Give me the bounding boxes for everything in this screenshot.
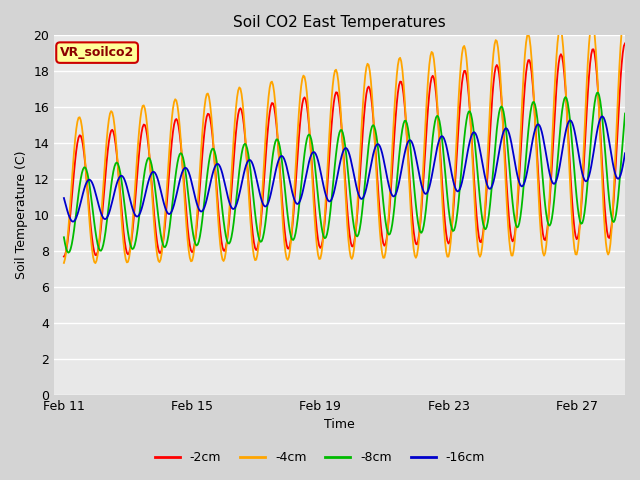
X-axis label: Time: Time [324,419,355,432]
-16cm [69,219,77,225]
-8cm [594,90,602,96]
-16cm [621,150,629,156]
-4cm [609,210,616,216]
-2cm [607,224,615,229]
-4cm [521,52,529,58]
-16cm [328,197,335,203]
-16cm [395,180,403,186]
-4cm [328,97,335,103]
-8cm [621,111,629,117]
Text: VR_soilco2: VR_soilco2 [60,46,134,59]
-2cm [394,90,402,96]
-2cm [330,100,338,106]
-8cm [365,143,372,148]
-8cm [65,250,72,255]
-16cm [331,185,339,191]
-8cm [395,155,403,161]
-2cm [520,98,527,104]
-4cm [620,13,628,19]
-4cm [92,260,99,266]
-2cm [364,85,371,91]
-4cm [395,56,403,62]
-8cm [328,197,335,203]
-8cm [610,219,618,225]
-16cm [610,165,618,171]
-4cm [331,68,339,73]
-4cm [60,260,68,266]
Y-axis label: Soil Temperature (C): Soil Temperature (C) [15,151,28,279]
-8cm [331,162,339,168]
-16cm [365,174,372,180]
-16cm [60,195,68,201]
Line: -16cm: -16cm [64,117,625,222]
-8cm [60,234,68,240]
Legend: -2cm, -4cm, -8cm, -16cm: -2cm, -4cm, -8cm, -16cm [150,446,490,469]
-16cm [598,114,606,120]
Line: -2cm: -2cm [64,43,625,256]
Title: Soil CO2 East Temperatures: Soil CO2 East Temperatures [233,15,446,30]
-2cm [621,40,629,46]
-2cm [326,138,334,144]
-16cm [521,179,529,184]
-8cm [521,168,529,174]
-4cm [621,14,629,20]
Line: -4cm: -4cm [64,16,625,263]
-2cm [60,253,68,259]
-4cm [365,62,372,68]
Line: -8cm: -8cm [64,93,625,252]
